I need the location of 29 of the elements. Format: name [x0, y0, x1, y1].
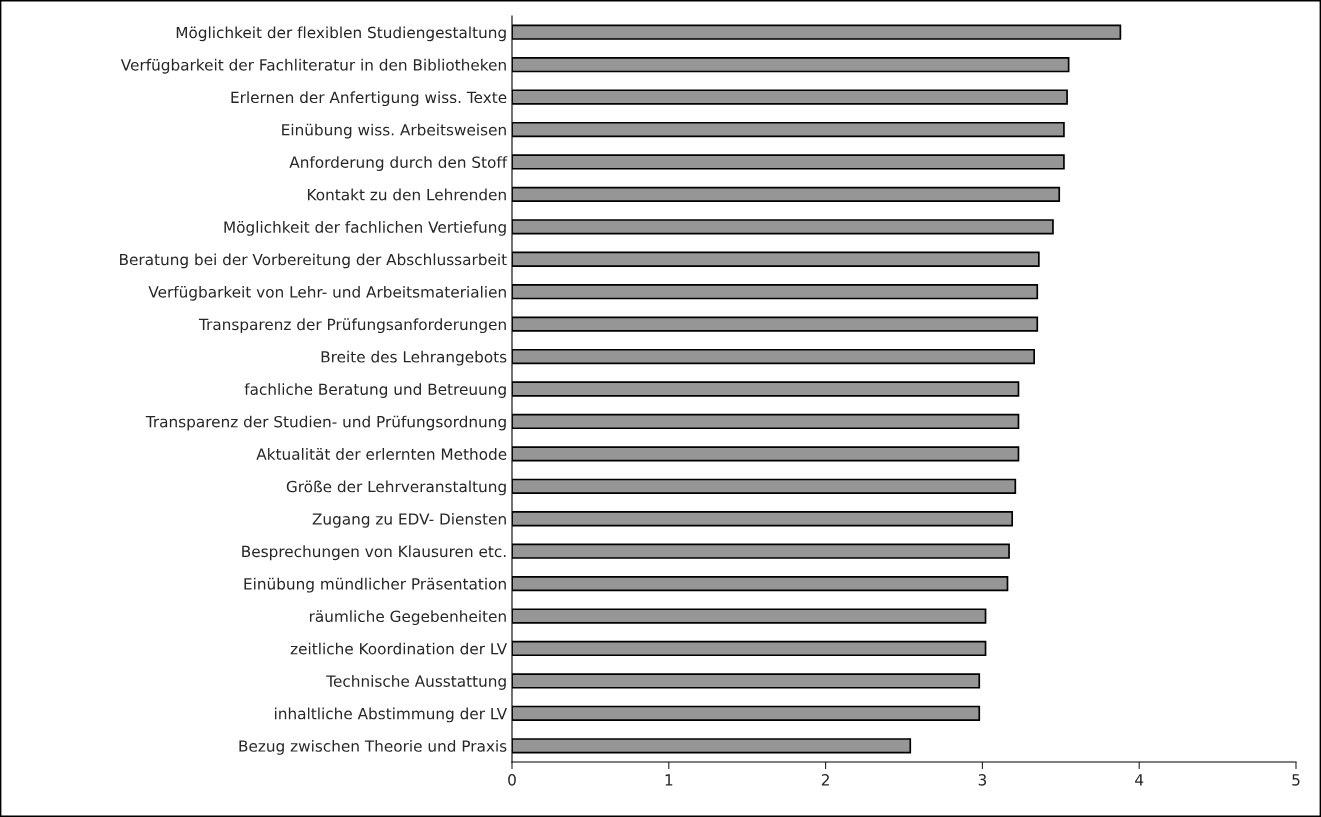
y-tick-label: Besprechungen von Klausuren etc. [242, 545, 506, 561]
y-tick-label: Erlernen der Anfertigung wiss. Texte [231, 91, 507, 107]
y-tick-label: Verfügbarkeit von Lehr- und Arbeitsmaterialien [148, 285, 506, 301]
x-tick-label: 4 [1135, 774, 1144, 786]
y-tick-label: Einübung mündlicher Präsentation [244, 577, 506, 593]
y-tick-label: Möglichkeit der fachlichen Vertiefung [224, 221, 506, 236]
y-tick-label: zeitliche Koordination der LV [290, 642, 508, 655]
y-tick-label: Einübung wiss. Arbeitsweisen [282, 123, 506, 139]
y-tick-label: Kontakt zu den Lehrenden [307, 188, 506, 201]
y-tick-label: Breite des Lehrangebots [321, 350, 507, 366]
y-tick-label: inhaltliche Abstimmung der LV [275, 707, 508, 723]
y-tick-label: Technische Ausstattung [326, 675, 506, 690]
y-tick-label: Verfügbarkeit der Fachliteratur in den Bibliotheken [120, 58, 506, 74]
y-tick-label: räumliche Gegebenheiten [309, 610, 506, 626]
y-tick-label: Anforderung durch den Stoff [289, 156, 508, 171]
x-tick-label: 0 [508, 774, 516, 786]
x-tick-label: 5 [1292, 774, 1300, 786]
y-tick-label: Zugang zu EDV- Diensten [312, 512, 506, 528]
y-tick-label: Größe der Lehrveranstaltung [286, 480, 506, 496]
y-tick-label: Transparenz der Prüfungsanforderungen [198, 318, 506, 334]
y-tick-label: fachliche Beratung und Betreuung [244, 383, 506, 398]
y-tick-label: Möglichkeit der flexiblen Studiengestaltung [176, 26, 506, 42]
y-tick-label: Transparenz der Studien- und Prüfungsordnung [145, 415, 506, 431]
y-tick-label: Aktualität der erlernten Methode [256, 448, 507, 460]
y-tick-label: Bezug zwischen Theorie und Praxis [239, 739, 507, 755]
x-tick-label: 2 [821, 774, 829, 786]
x-tick-label: 3 [978, 774, 987, 786]
y-tick-label: Beratung bei der Vorbereitung der Abschlussarbeit [120, 253, 507, 269]
x-tick-label: 1 [665, 774, 673, 786]
